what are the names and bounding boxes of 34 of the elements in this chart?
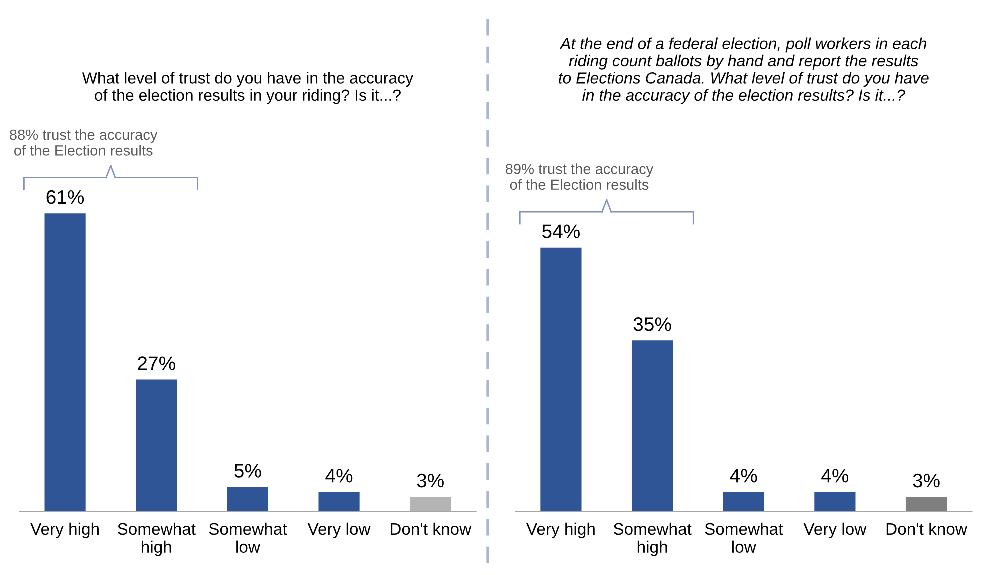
data-label: 5%	[234, 464, 262, 478]
x-tick-label: Very high	[30, 522, 99, 538]
bar	[632, 340, 674, 512]
chart-title: What level of trust do you have in the accuracy of the election results in your riding? Is it...?	[82, 72, 414, 104]
bar	[723, 492, 764, 512]
text: 88% trust the accuracy of the Election results	[10, 129, 158, 156]
bar	[906, 497, 948, 512]
x-tick-label: Somewhat low	[705, 522, 784, 554]
data-label: 4%	[730, 469, 758, 483]
x-tick-label: Very high	[526, 522, 595, 538]
bar	[318, 492, 360, 512]
data-label: 27%	[138, 356, 176, 370]
bar	[136, 380, 178, 512]
bar	[44, 214, 86, 512]
x-tick-label: Don't know	[391, 522, 472, 536]
data-label: 35%	[634, 318, 672, 332]
text: 89% trust the accuracy of the Election results	[506, 164, 654, 190]
data-label: 54%	[542, 224, 580, 238]
x-tick-label: Somewhat low	[209, 522, 288, 554]
x-tick-label: Don't know	[886, 522, 968, 536]
chart-title: At the end of a federal election, poll workers in each riding count ballots by hand and report the results to Elections Canada. What level of trust do you have in the accuracy of the election results? Is it...?	[559, 38, 929, 104]
data-label: 61%	[46, 190, 84, 204]
data-label: 3%	[417, 474, 444, 488]
x-tick-label: Somewhat high	[118, 522, 196, 556]
data-label: 3%	[913, 474, 940, 488]
bar	[540, 248, 582, 512]
bar	[410, 497, 452, 512]
data-label: 4%	[822, 469, 849, 483]
data-label: 4%	[326, 469, 353, 483]
bar	[814, 492, 856, 512]
x-tick-label: Very low	[308, 522, 371, 538]
bar	[227, 487, 269, 512]
x-tick-label: Somewhat high	[614, 522, 692, 556]
x-tick-label: Very low	[804, 522, 867, 538]
